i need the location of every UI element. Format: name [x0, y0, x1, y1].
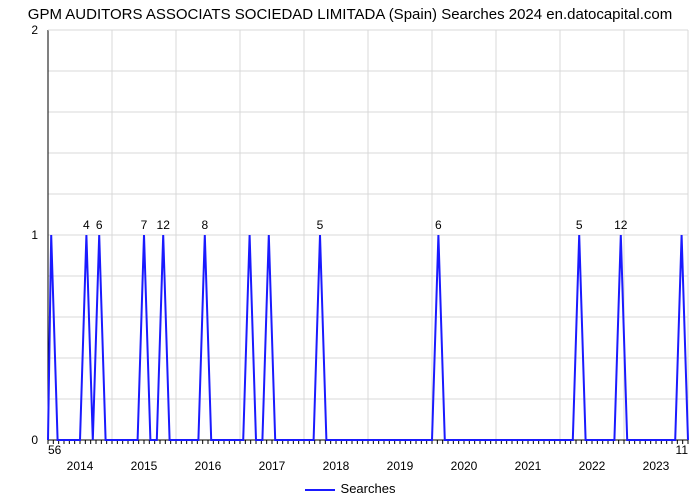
- svg-text:8: 8: [201, 218, 208, 232]
- svg-text:2014: 2014: [67, 459, 94, 473]
- svg-text:2022: 2022: [579, 459, 606, 473]
- svg-text:11: 11: [676, 443, 689, 457]
- svg-text:5: 5: [317, 218, 324, 232]
- svg-text:2016: 2016: [195, 459, 222, 473]
- svg-text:2021: 2021: [515, 459, 542, 473]
- svg-text:6: 6: [435, 218, 442, 232]
- legend-label: Searches: [341, 481, 396, 496]
- svg-text:2: 2: [31, 23, 38, 37]
- svg-text:12: 12: [614, 218, 628, 232]
- svg-text:7: 7: [141, 218, 148, 232]
- svg-text:2017: 2017: [259, 459, 286, 473]
- svg-text:5: 5: [576, 218, 583, 232]
- svg-text:1: 1: [31, 228, 38, 242]
- svg-text:4: 4: [83, 218, 90, 232]
- svg-text:12: 12: [157, 218, 171, 232]
- chart-legend: Searches: [0, 481, 700, 496]
- svg-text:2023: 2023: [643, 459, 670, 473]
- svg-text:56: 56: [48, 443, 62, 457]
- chart-container: GPM AUDITORS ASSOCIATS SOCIEDAD LIMITADA…: [0, 0, 700, 500]
- svg-text:2015: 2015: [131, 459, 158, 473]
- svg-text:6: 6: [96, 218, 103, 232]
- svg-text:0: 0: [31, 433, 38, 447]
- svg-text:2018: 2018: [323, 459, 350, 473]
- svg-text:2020: 2020: [451, 459, 478, 473]
- chart-plot: 2014201520162017201820192020202120222023…: [0, 0, 700, 500]
- svg-text:2019: 2019: [387, 459, 414, 473]
